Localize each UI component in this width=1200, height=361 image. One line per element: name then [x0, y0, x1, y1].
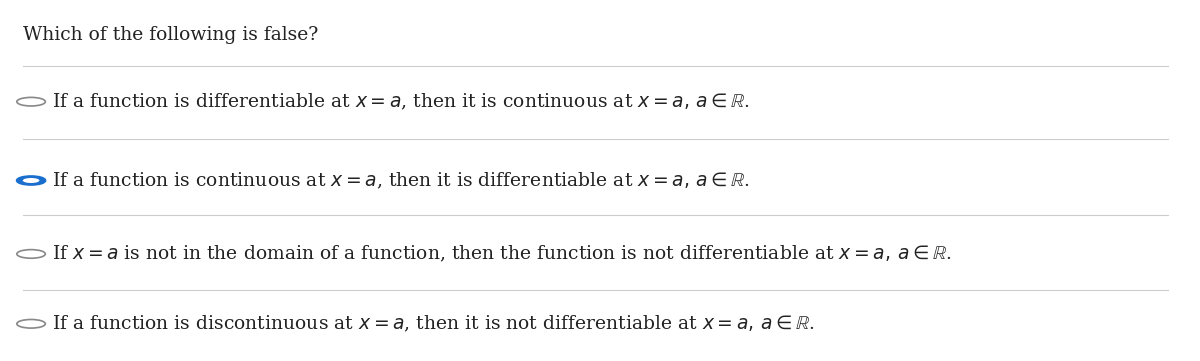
Circle shape: [17, 250, 46, 258]
Text: If a function is continuous at $x = a$, then it is differentiable at $x = a,\, a: If a function is continuous at $x = a$, …: [53, 170, 750, 191]
Circle shape: [23, 178, 40, 183]
Text: If $x = a$ is not in the domain of a function, then the function is not differen: If $x = a$ is not in the domain of a fun…: [53, 244, 952, 264]
Circle shape: [17, 97, 46, 106]
Text: If a function is discontinuous at $x = a$, then it is not differentiable at $x =: If a function is discontinuous at $x = a…: [53, 314, 815, 334]
Text: Which of the following is false?: Which of the following is false?: [23, 26, 318, 44]
Circle shape: [17, 319, 46, 328]
Text: If a function is differentiable at $x = a$, then it is continuous at $x = a,\, a: If a function is differentiable at $x = …: [53, 92, 750, 112]
Circle shape: [17, 176, 46, 185]
